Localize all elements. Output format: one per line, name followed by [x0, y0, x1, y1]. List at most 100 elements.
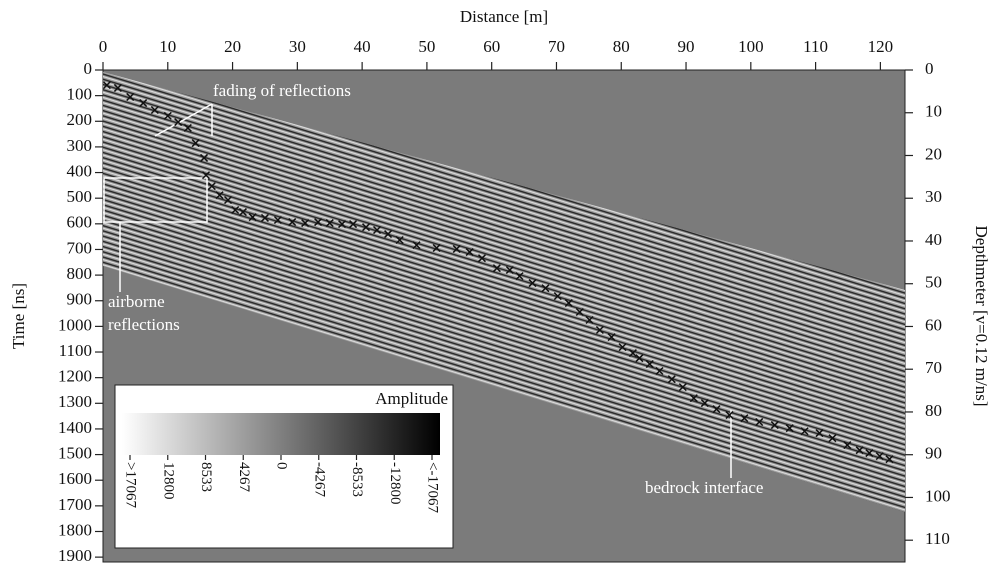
- y2-tick-label: 70: [925, 358, 942, 377]
- y2-tick-label: 60: [925, 315, 942, 334]
- pick-marker: [607, 333, 616, 342]
- y-tick-label: 1000: [58, 315, 92, 334]
- pick-marker: [492, 264, 501, 273]
- y-axis-label: Time [ns]: [9, 283, 28, 349]
- y2-tick-label: 100: [925, 486, 951, 505]
- pick-marker: [770, 421, 779, 430]
- pick-marker: [541, 284, 550, 293]
- colorbar-tick-label: -12800: [387, 462, 403, 505]
- pick-marker: [865, 449, 874, 458]
- y-tick-label: 100: [67, 85, 93, 104]
- pick-marker: [349, 220, 358, 229]
- colorbar: [122, 413, 440, 455]
- y-tick-label: 700: [67, 238, 93, 257]
- y2-axis-label: Depthmeter [v=0.12 m/ns]: [972, 226, 991, 407]
- pick-marker: [655, 366, 664, 376]
- y2-tick-label: 30: [925, 187, 942, 206]
- pick-marker: [855, 446, 864, 455]
- x-tick-label: 10: [159, 37, 176, 56]
- y-tick-label: 0: [84, 59, 93, 78]
- pick-marker: [815, 429, 824, 438]
- y-tick-label: 1800: [58, 520, 92, 539]
- pick-marker: [740, 414, 749, 423]
- y-tick-label: 200: [67, 110, 93, 129]
- y-tick-label: 1400: [58, 418, 92, 437]
- pick-marker: [689, 394, 698, 403]
- x-tick-label: 60: [483, 37, 500, 56]
- x-tick-label: 90: [678, 37, 695, 56]
- pick-marker: [595, 325, 604, 335]
- y2-tick-label: 10: [925, 102, 942, 121]
- y-tick-label: 1500: [58, 443, 92, 462]
- pick-marker: [885, 455, 894, 464]
- pick-marker: [828, 434, 837, 443]
- y-tick-label: 500: [67, 187, 93, 206]
- pick-marker: [314, 218, 323, 227]
- x-tick-label: 110: [803, 37, 828, 56]
- annotation-box: [103, 177, 208, 223]
- pick-marker: [231, 205, 240, 215]
- colorbar-tick-label: 0: [274, 462, 290, 470]
- pick-marker: [628, 349, 637, 358]
- pick-marker: [163, 111, 172, 120]
- pick-marker: [215, 191, 224, 200]
- x-tick-label: 100: [738, 37, 764, 56]
- y-tick-label: 900: [67, 290, 93, 309]
- pick-marker: [515, 272, 524, 281]
- y2-tick-label: 80: [925, 401, 942, 420]
- pick-marker: [113, 83, 122, 92]
- pick-marker: [338, 220, 347, 229]
- pick-marker: [553, 292, 562, 301]
- colorbar-tick-label: -8533: [349, 462, 365, 497]
- pick-marker: [223, 195, 233, 205]
- pick-marker: [585, 315, 594, 325]
- pick-marker: [384, 230, 393, 239]
- pick-marker: [725, 411, 734, 420]
- x-tick-label: 50: [418, 37, 435, 56]
- x-axis-label: Distance [m]: [460, 7, 548, 26]
- y-tick-label: 1200: [58, 367, 92, 386]
- pick-marker: [248, 213, 257, 222]
- colorbar-box: [114, 384, 454, 549]
- pick-marker: [150, 105, 159, 115]
- y-tick-label: 600: [67, 213, 93, 232]
- pick-marker: [183, 123, 192, 132]
- y2-tick-label: 50: [925, 273, 942, 292]
- colorbar-tick-label: >17067: [123, 462, 139, 508]
- pick-marker: [505, 265, 514, 275]
- pick-marker: [528, 279, 537, 288]
- pick-marker: [465, 248, 474, 257]
- y2-tick-label: 20: [925, 144, 942, 163]
- y2-tick-label: 40: [925, 230, 942, 249]
- pick-marker: [126, 92, 135, 101]
- pick-marker: [477, 254, 487, 263]
- pick-marker: [273, 215, 282, 225]
- y-tick-label: 1600: [58, 469, 92, 488]
- pick-marker: [667, 375, 676, 384]
- pick-marker: [712, 405, 721, 414]
- pick-marker: [200, 153, 209, 162]
- pick-marker: [238, 208, 247, 217]
- x-tick-label: 40: [354, 37, 371, 56]
- y-tick-label: 300: [67, 136, 93, 155]
- pick-marker: [174, 118, 183, 127]
- x-tick-label: 80: [613, 37, 630, 56]
- pick-marker: [372, 225, 382, 235]
- x-tick-label: 0: [99, 37, 108, 56]
- pick-marker: [800, 427, 809, 436]
- y-tick-label: 400: [67, 161, 93, 180]
- pick-marker: [325, 219, 334, 228]
- annotation-line: [154, 103, 213, 137]
- y-tick-label: 1100: [59, 341, 92, 360]
- annotation: airborne: [108, 292, 165, 311]
- pick-marker: [102, 81, 111, 90]
- pick-marker: [755, 417, 764, 427]
- pick-marker: [395, 235, 404, 245]
- y2-tick-label: 90: [925, 444, 942, 463]
- x-tick-label: 70: [548, 37, 565, 56]
- x-tick-label: 30: [289, 37, 306, 56]
- pick-marker: [635, 354, 644, 363]
- y-tick-label: 1900: [58, 546, 92, 565]
- pick-marker: [260, 213, 269, 222]
